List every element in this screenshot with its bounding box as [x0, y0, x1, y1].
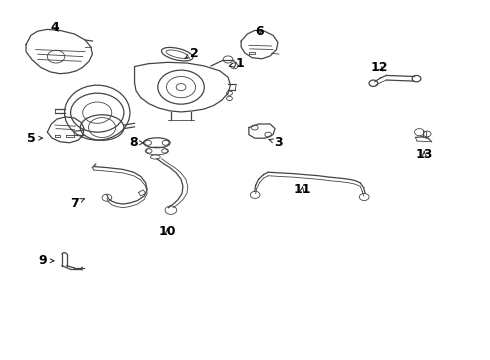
Text: 10: 10: [159, 225, 176, 238]
Text: 1: 1: [229, 57, 245, 69]
Text: 4: 4: [51, 21, 59, 34]
Text: 9: 9: [38, 254, 54, 267]
Text: 6: 6: [255, 24, 264, 38]
Text: 13: 13: [416, 148, 433, 161]
Text: 7: 7: [70, 197, 84, 210]
Text: 11: 11: [294, 184, 311, 197]
Text: 3: 3: [269, 136, 283, 149]
Text: 8: 8: [129, 136, 144, 149]
Text: 12: 12: [371, 61, 389, 74]
Text: 2: 2: [185, 46, 198, 60]
Text: 5: 5: [26, 132, 43, 145]
